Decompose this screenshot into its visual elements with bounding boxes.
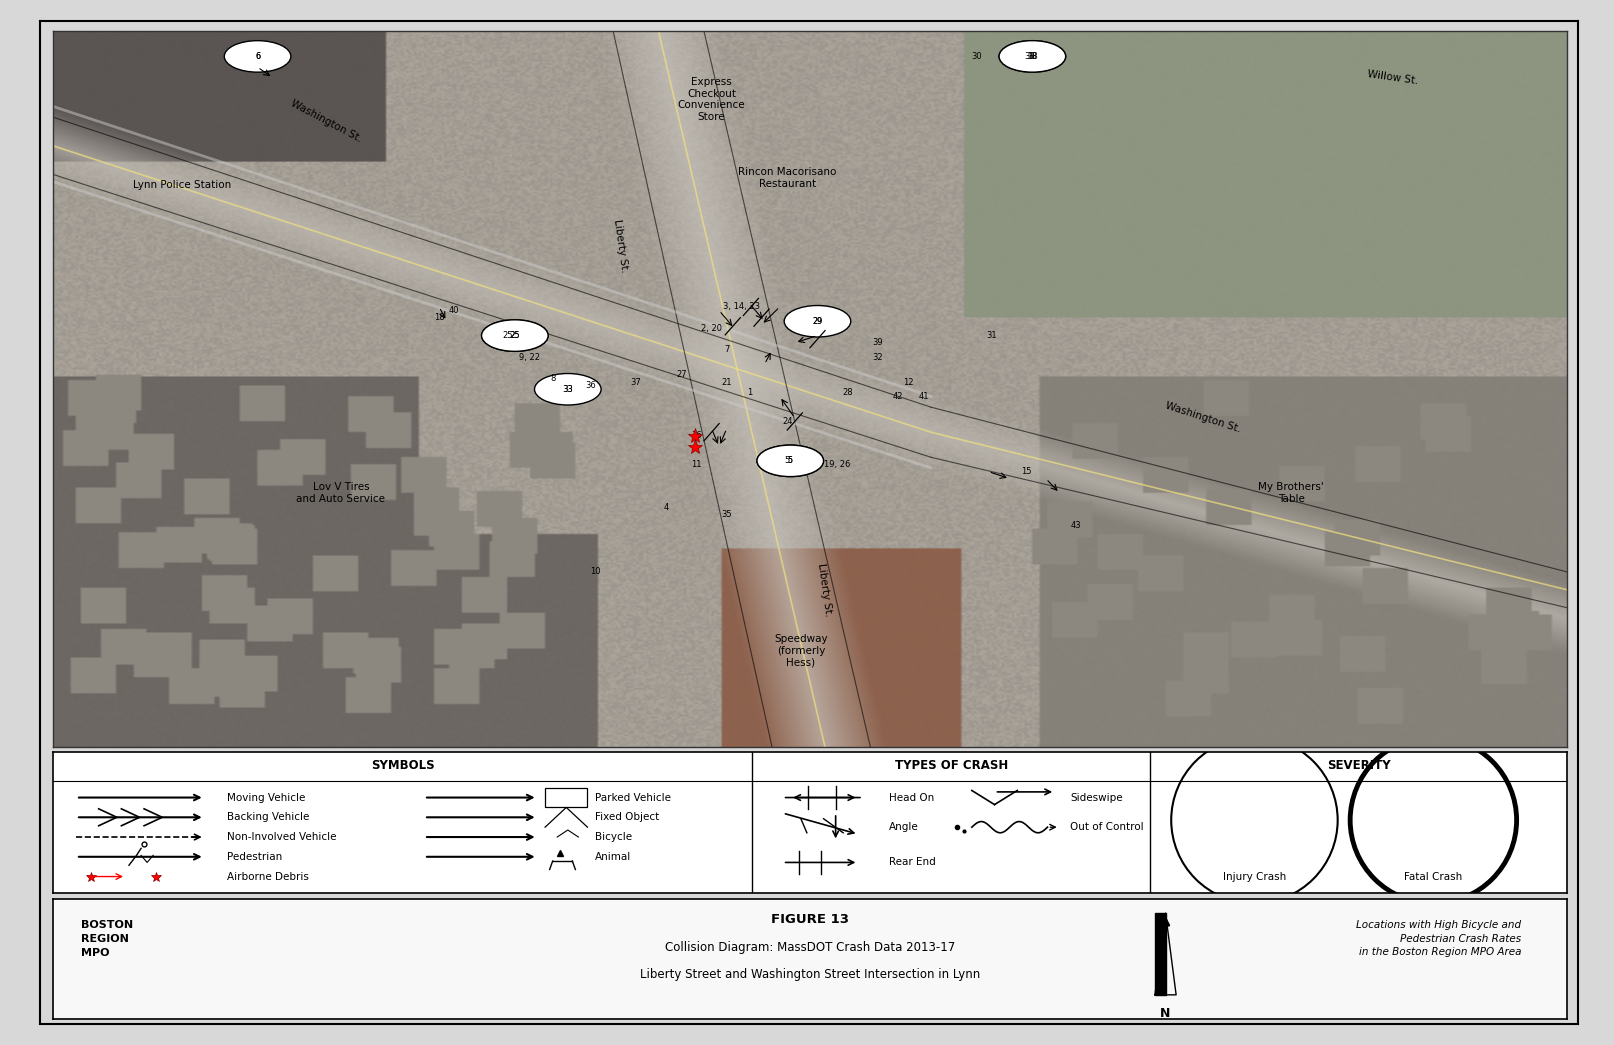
Text: My Brothers'
Table: My Brothers' Table — [1257, 482, 1323, 504]
Text: FIGURE 13: FIGURE 13 — [770, 913, 849, 926]
Text: SEVERITY: SEVERITY — [1325, 759, 1390, 771]
Text: 25: 25 — [502, 331, 512, 340]
Text: 25: 25 — [510, 331, 520, 340]
Text: 35: 35 — [721, 510, 731, 519]
Text: 28: 28 — [843, 389, 852, 397]
Text: 38: 38 — [1023, 52, 1035, 61]
Text: 9, 22: 9, 22 — [520, 352, 541, 362]
Text: Willow St.: Willow St. — [1365, 69, 1417, 87]
Text: 30: 30 — [970, 52, 981, 61]
Circle shape — [757, 445, 823, 477]
Text: 10: 10 — [589, 567, 600, 576]
Text: Out of Control: Out of Control — [1070, 822, 1143, 832]
Bar — [546, 788, 587, 808]
Text: 16: 16 — [691, 432, 702, 440]
Text: 5: 5 — [784, 457, 789, 465]
Text: Fixed Object: Fixed Object — [594, 812, 659, 822]
Text: 32: 32 — [872, 352, 883, 362]
Text: Head On: Head On — [888, 792, 933, 803]
Text: Speedway
(formerly
Hess): Speedway (formerly Hess) — [773, 634, 826, 667]
Text: Backing Vehicle: Backing Vehicle — [228, 812, 310, 822]
Text: 7: 7 — [723, 346, 730, 354]
Text: 3, 14, 23: 3, 14, 23 — [723, 302, 760, 311]
Text: Locations with High Bicycle and
Pedestrian Crash Rates
in the Boston Region MPO : Locations with High Bicycle and Pedestri… — [1356, 921, 1520, 957]
Text: 31: 31 — [986, 331, 996, 340]
Text: Lynn Police Station: Lynn Police Station — [132, 180, 231, 190]
Text: Injury Crash: Injury Crash — [1222, 872, 1285, 882]
Text: Rincon Macorisano
Restaurant: Rincon Macorisano Restaurant — [738, 167, 836, 189]
Text: Angle: Angle — [888, 822, 918, 832]
Text: Liberty St.: Liberty St. — [815, 562, 833, 617]
Text: 33: 33 — [562, 385, 573, 394]
Text: 39: 39 — [872, 339, 883, 347]
Text: 29: 29 — [812, 317, 822, 326]
Text: 11: 11 — [691, 460, 700, 469]
Text: Pedestrian: Pedestrian — [228, 852, 282, 862]
Text: SYMBOLS: SYMBOLS — [371, 759, 434, 771]
Text: 42: 42 — [893, 392, 902, 401]
Circle shape — [999, 41, 1065, 72]
Text: Lov V Tires
and Auto Service: Lov V Tires and Auto Service — [295, 482, 386, 504]
Text: Bicycle: Bicycle — [594, 832, 631, 842]
Text: Rear End: Rear End — [888, 858, 935, 867]
Text: 41: 41 — [918, 392, 928, 401]
Circle shape — [481, 320, 547, 351]
Text: 36: 36 — [584, 381, 596, 390]
Text: Collision Diagram: MassDOT Crash Data 2013-17: Collision Diagram: MassDOT Crash Data 20… — [665, 940, 954, 954]
Circle shape — [757, 445, 823, 477]
Text: Fatal Crash: Fatal Crash — [1404, 872, 1462, 882]
Text: 21: 21 — [721, 377, 731, 387]
Text: BOSTON
REGION
MPO: BOSTON REGION MPO — [81, 921, 132, 958]
Text: 6: 6 — [255, 52, 260, 61]
Text: 5: 5 — [788, 457, 792, 465]
Text: 40: 40 — [449, 306, 460, 315]
Text: 38: 38 — [1027, 52, 1036, 61]
Text: Washington St.: Washington St. — [289, 98, 363, 144]
Text: Non-Involved Vehicle: Non-Involved Vehicle — [228, 832, 337, 842]
Text: Liberty St.: Liberty St. — [612, 218, 629, 274]
Text: Washington St.: Washington St. — [1164, 401, 1241, 435]
Text: 19, 26: 19, 26 — [823, 460, 851, 469]
Circle shape — [999, 41, 1065, 72]
Text: 25: 25 — [510, 331, 520, 340]
Text: 29: 29 — [812, 317, 822, 326]
Circle shape — [534, 373, 600, 405]
Text: 18: 18 — [434, 314, 444, 322]
Text: 27: 27 — [676, 370, 686, 379]
Text: 15: 15 — [1020, 467, 1031, 477]
Text: 24: 24 — [781, 417, 792, 426]
Text: 5: 5 — [788, 457, 792, 465]
Circle shape — [784, 305, 851, 336]
Text: 43: 43 — [1070, 520, 1081, 530]
Text: N: N — [1159, 1007, 1170, 1020]
Circle shape — [481, 320, 547, 351]
Text: 37: 37 — [629, 377, 641, 387]
Text: 2, 20: 2, 20 — [700, 324, 721, 333]
Text: Parked Vehicle: Parked Vehicle — [594, 792, 671, 803]
Text: 33: 33 — [563, 385, 573, 394]
Text: 12: 12 — [902, 377, 914, 387]
Text: Express
Checkout
Convenience
Store: Express Checkout Convenience Store — [678, 77, 746, 122]
Circle shape — [224, 41, 291, 72]
Text: 4: 4 — [663, 503, 668, 512]
Text: 8: 8 — [550, 374, 555, 384]
Text: 38: 38 — [1027, 52, 1038, 61]
Text: Animal: Animal — [594, 852, 631, 862]
Text: Airborne Debris: Airborne Debris — [228, 872, 308, 882]
Text: 6: 6 — [255, 52, 260, 61]
Text: Liberty Street and Washington Street Intersection in Lynn: Liberty Street and Washington Street Int… — [639, 969, 980, 981]
Text: TYPES OF CRASH: TYPES OF CRASH — [894, 759, 1007, 771]
Text: Moving Vehicle: Moving Vehicle — [228, 792, 305, 803]
Text: 1: 1 — [746, 389, 752, 397]
Text: Sideswipe: Sideswipe — [1070, 792, 1122, 803]
